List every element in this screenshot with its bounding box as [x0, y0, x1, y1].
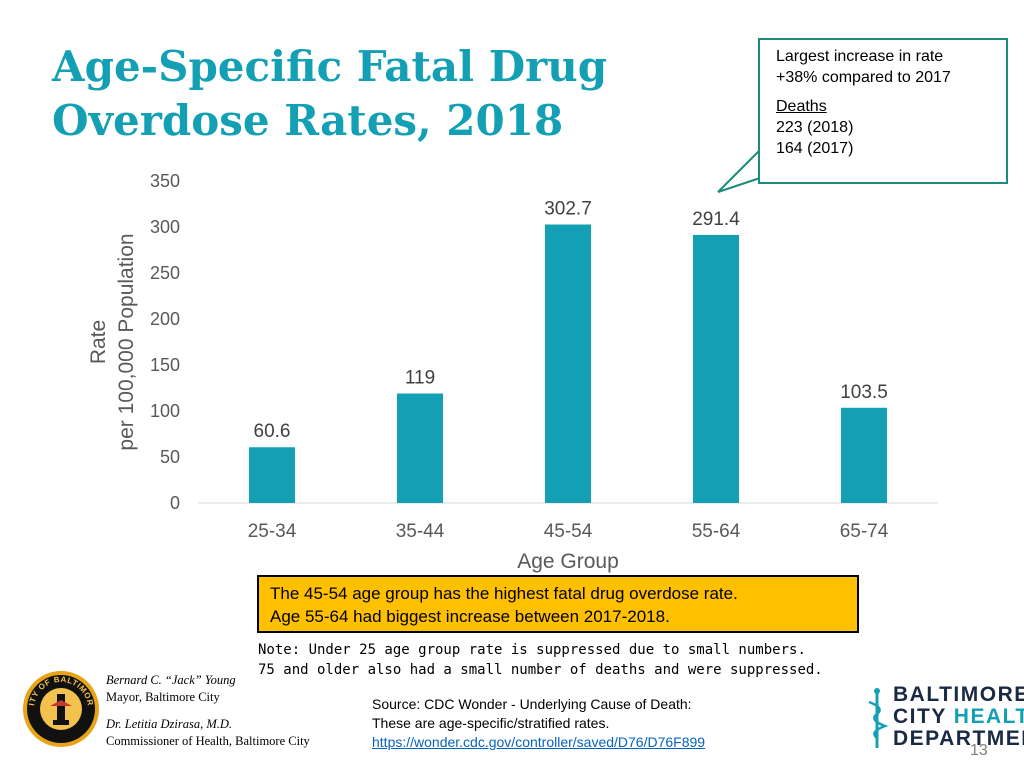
source-link[interactable]: https://wonder.cdc.gov/controller/saved/… — [372, 734, 706, 750]
bar-25-34 — [249, 447, 295, 503]
y-tick-label: 250 — [150, 263, 180, 283]
source-line-2: These are age-specific/stratified rates. — [372, 715, 610, 731]
data-label-65-74: 103.5 — [840, 382, 888, 403]
title-line-1: Age-Specific Fatal Drug — [52, 42, 608, 91]
baltimore-seal-icon: CITY OF BALTIMORE — [22, 670, 99, 747]
commissioner-name: Dr. Letitia Dzirasa, M.D. — [106, 717, 233, 731]
y-axis-label-line-2: per 100,000 Population — [115, 233, 138, 450]
data-label-35-44: 119 — [405, 368, 435, 389]
y-axis-ticks: 0 50 100 150 200 250 300 350 — [150, 171, 180, 513]
callout-box: Largest increase in rate +38% compared t… — [758, 38, 1008, 184]
x-axis-label: Age Group — [517, 550, 619, 573]
y-tick-label: 150 — [150, 355, 180, 375]
logo-line-2b: HEALTH — [953, 705, 1024, 728]
data-label-45-54: 302.7 — [544, 199, 592, 220]
bar-45-54 — [545, 224, 591, 504]
logo-line-2a: CITY — [893, 705, 954, 728]
x-tick-label-25-34: 25-34 — [248, 521, 297, 542]
callout-line-2: +38% compared to 2017 — [776, 69, 951, 86]
y-tick-label: 350 — [150, 171, 180, 191]
x-tick-label-55-64: 55-64 — [692, 521, 741, 542]
y-tick-label: 0 — [170, 493, 180, 513]
highlight-box: The 45-54 age group has the highest fata… — [257, 575, 859, 633]
callout-line-1: Largest increase in rate — [776, 48, 944, 65]
mayor-title: Mayor, Baltimore City — [106, 690, 220, 704]
highlight-line-2: Age 55-64 had biggest increase between 2… — [270, 607, 670, 626]
y-tick-label: 100 — [150, 401, 180, 421]
callout-deaths-2018: 223 (2018) — [776, 119, 854, 136]
page-title: Age-Specific Fatal Drug Overdose Rates, … — [52, 40, 607, 148]
x-tick-label-45-54: 45-54 — [544, 521, 593, 542]
bar-35-44 — [397, 393, 443, 503]
source-citation: Source: CDC Wonder - Underlying Cause of… — [372, 695, 705, 752]
mayor-name: Bernard C. “Jack” Young — [106, 673, 236, 687]
logo-line-1: BALTIMORE — [893, 683, 1024, 706]
bar-55-64 — [693, 234, 739, 504]
title-line-2: Overdose Rates, 2018 — [52, 96, 564, 145]
x-tick-label-35-44: 35-44 — [396, 521, 445, 542]
y-tick-label: 50 — [160, 447, 180, 467]
callout-deaths-2017: 164 (2017) — [776, 140, 854, 157]
highlight-line-1: The 45-54 age group has the highest fata… — [270, 584, 738, 603]
source-line-1: Source: CDC Wonder - Underlying Cause of… — [372, 696, 692, 712]
commissioner-title: Commissioner of Health, Baltimore City — [106, 734, 310, 748]
caduceus-icon — [868, 688, 889, 748]
callout-deaths-label: Deaths — [776, 98, 827, 115]
logo-line-3: DEPARTMENT — [893, 727, 1024, 750]
y-tick-label: 200 — [150, 309, 180, 329]
mayor-signature: Bernard C. “Jack” Young Mayor, Baltimore… — [106, 672, 236, 706]
y-axis-label-line-1: Rate — [87, 320, 110, 364]
health-department-logo: BALTIMORE CITY HEALTH DEPARTMENT — [893, 684, 1024, 750]
x-axis-ticks: 25-34 35-44 45-54 55-64 65-74 — [248, 521, 889, 542]
data-label-25-34: 60.6 — [254, 421, 291, 442]
data-label-55-64: 291.4 — [692, 209, 740, 230]
note-line-1: Note: Under 25 age group rate is suppres… — [258, 642, 806, 658]
bar-65-74 — [841, 407, 887, 503]
x-tick-label-65-74: 65-74 — [840, 521, 889, 542]
note-line-2: 75 and older also had a small number of … — [258, 662, 823, 678]
footnote: Note: Under 25 age group rate is suppres… — [258, 640, 823, 680]
bars: 60.6 119 302.7 291.4 103.5 — [249, 199, 888, 504]
page-number: 13 — [970, 742, 988, 759]
commissioner-signature: Dr. Letitia Dzirasa, M.D. Commissioner o… — [106, 716, 310, 750]
y-tick-label: 300 — [150, 217, 180, 237]
